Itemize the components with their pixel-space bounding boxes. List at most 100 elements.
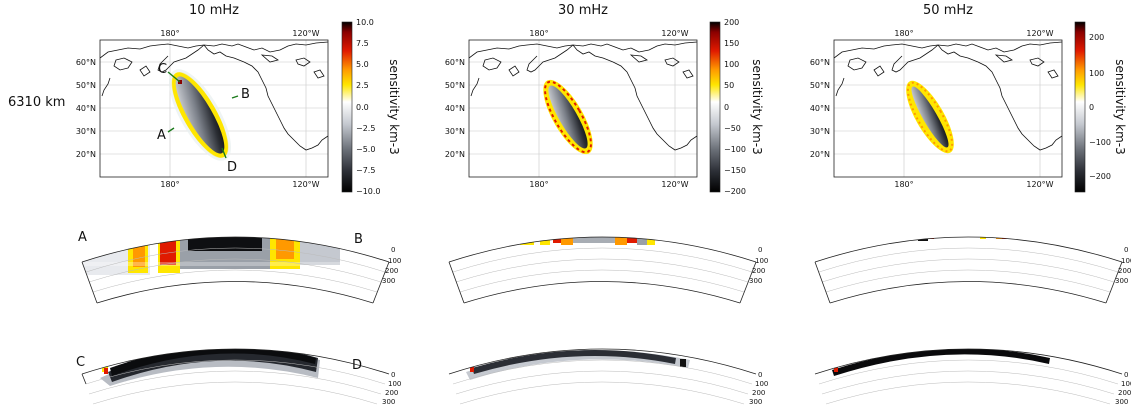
colorbar-tick: −200	[1089, 172, 1111, 181]
lat-tick: 40°N	[445, 104, 465, 113]
colorbar-tick: 0	[724, 103, 729, 112]
colorbar-tick: −7.5	[356, 166, 375, 175]
lon-tick-bottom: 120°W	[292, 180, 319, 189]
lat-tick: 40°N	[810, 104, 830, 113]
label-c-map: C	[158, 62, 167, 77]
depth-tick: 100	[755, 380, 768, 388]
depth-tick: 200	[385, 389, 398, 397]
column-title-30mhz: 30 mHz	[558, 3, 608, 18]
row-label: 6310 km	[8, 95, 65, 110]
colorbar-label: sensitivity km-3	[750, 59, 764, 155]
lon-tick-bottom: 180°	[894, 180, 913, 189]
depth-tick: 300	[749, 277, 762, 285]
colorbar-tick: 100	[724, 60, 739, 69]
lat-tick: 20°N	[445, 150, 465, 159]
lat-tick: 60°N	[810, 58, 830, 67]
lat-tick: 30°N	[445, 127, 465, 136]
depth-tick: 0	[1124, 371, 1128, 379]
profile-line-d	[221, 147, 227, 159]
depth-tick: 100	[755, 257, 768, 265]
profile-line-c	[167, 71, 181, 83]
column-title-50mhz: 50 mHz	[923, 3, 973, 18]
lon-tick-top: 180°	[894, 29, 913, 38]
colorbar-tick: −150	[724, 166, 746, 175]
kernel-halo	[171, 72, 229, 158]
label-b-section: B	[354, 232, 363, 247]
label-c-section: C	[76, 355, 85, 370]
depth-tick: 100	[388, 257, 401, 265]
colorbar-label: sensitivity km-3	[1113, 59, 1127, 155]
colorbar-tick: −50	[724, 124, 741, 133]
lon-tick-bottom: 180°	[160, 180, 179, 189]
colorbar-tick: −5.0	[356, 145, 375, 154]
depth-tick: 0	[391, 246, 395, 254]
colorbar-tick: −2.5	[356, 124, 375, 133]
colorbar-tick: 0.0	[356, 103, 369, 112]
colorbar-tick: 5.0	[356, 60, 369, 69]
lon-tick-bottom: 120°W	[661, 180, 688, 189]
depth-tick: 0	[391, 371, 395, 379]
lat-tick: 20°N	[76, 150, 96, 159]
colorbar-tick: 150	[724, 39, 739, 48]
lat-tick: 60°N	[76, 58, 96, 67]
depth-tick: 200	[752, 389, 765, 397]
map-panel-10mhz: C B A D 180° 120°W 180° 120°W 60°N 50°N …	[76, 29, 329, 189]
colorbar-tick: 50	[724, 81, 734, 90]
column-title-10mhz: 10 mHz	[189, 3, 239, 18]
depth-tick: 100	[1121, 380, 1131, 388]
colorbar-tick: 100	[1089, 69, 1104, 78]
map-panel-30mhz: 180° 120°W 180° 120°W 60°N 50°N 40°N 30°…	[445, 29, 698, 189]
lat-tick: 40°N	[76, 104, 96, 113]
label-d-section: D	[352, 358, 362, 373]
colorbar-30mhz: 200 150 100 50 0 −50 −100 −150 −200 sens…	[709, 18, 764, 196]
colorbar-label: sensitivity km-3	[387, 59, 401, 155]
depth-tick: 200	[752, 267, 765, 275]
lon-tick-top: 180°	[529, 29, 548, 38]
colorbar-tick: 2.5	[356, 81, 369, 90]
colorbar-50mhz: 200 100 0 −100 −200 sensitivity km-3	[1074, 21, 1127, 193]
colorbar-tick: 0	[1089, 103, 1094, 112]
cross-section-ab-30mhz: 0 100 200 300	[448, 236, 768, 304]
colorbar-tick: −10.0	[356, 187, 381, 196]
lat-tick: 30°N	[810, 127, 830, 136]
map-panel-50mhz: 180° 120°W 180° 120°W 60°N 50°N 40°N 30°…	[810, 29, 1063, 189]
depth-tick: 0	[758, 246, 762, 254]
colorbar-tick: 7.5	[356, 39, 369, 48]
lon-tick-bottom: 120°W	[1026, 180, 1053, 189]
colorbar-tick: 200	[724, 18, 739, 27]
cross-section-cd-10mhz: C D 0 100 200 300	[76, 348, 401, 414]
profile-line-a	[167, 127, 175, 133]
lat-tick: 20°N	[810, 150, 830, 159]
depth-tick: 200	[1118, 267, 1131, 275]
lon-tick-top: 120°W	[661, 29, 688, 38]
label-a-section: A	[78, 230, 87, 245]
label-b-map: B	[241, 87, 250, 102]
label-a-map: A	[157, 128, 166, 143]
depth-tick: 0	[1124, 246, 1128, 254]
label-d-map: D	[227, 160, 237, 175]
profile-line-b	[231, 95, 239, 99]
lat-tick: 50°N	[76, 81, 96, 90]
colorbar-tick: −200	[724, 187, 746, 196]
lon-tick-bottom: 180°	[529, 180, 548, 189]
cross-section-cd-30mhz: 0 100 200 300	[448, 348, 768, 414]
lat-tick: 30°N	[76, 127, 96, 136]
lon-tick-top: 120°W	[292, 29, 319, 38]
depth-tick: 300	[1115, 398, 1128, 406]
depth-tick: 200	[1118, 389, 1131, 397]
lon-tick-top: 180°	[160, 29, 179, 38]
depth-tick: 300	[1115, 277, 1128, 285]
depth-tick: 300	[382, 398, 395, 406]
colorbar-10mhz: 10.0 7.5 5.0 2.5 0.0 −2.5 −5.0 −7.5 −10.…	[341, 18, 401, 196]
lat-tick: 50°N	[445, 81, 465, 90]
colorbar-tick: 10.0	[356, 18, 374, 27]
depth-tick: 0	[758, 371, 762, 379]
lat-tick: 60°N	[445, 58, 465, 67]
colorbar-tick: 200	[1089, 33, 1104, 42]
colorbar-tick: −100	[724, 145, 746, 154]
kernel-core	[175, 76, 225, 154]
colorbar-tick: −100	[1089, 138, 1111, 147]
kernel-core	[911, 86, 949, 148]
cross-section-cd-50mhz: 0 100 200 300	[814, 348, 1131, 414]
